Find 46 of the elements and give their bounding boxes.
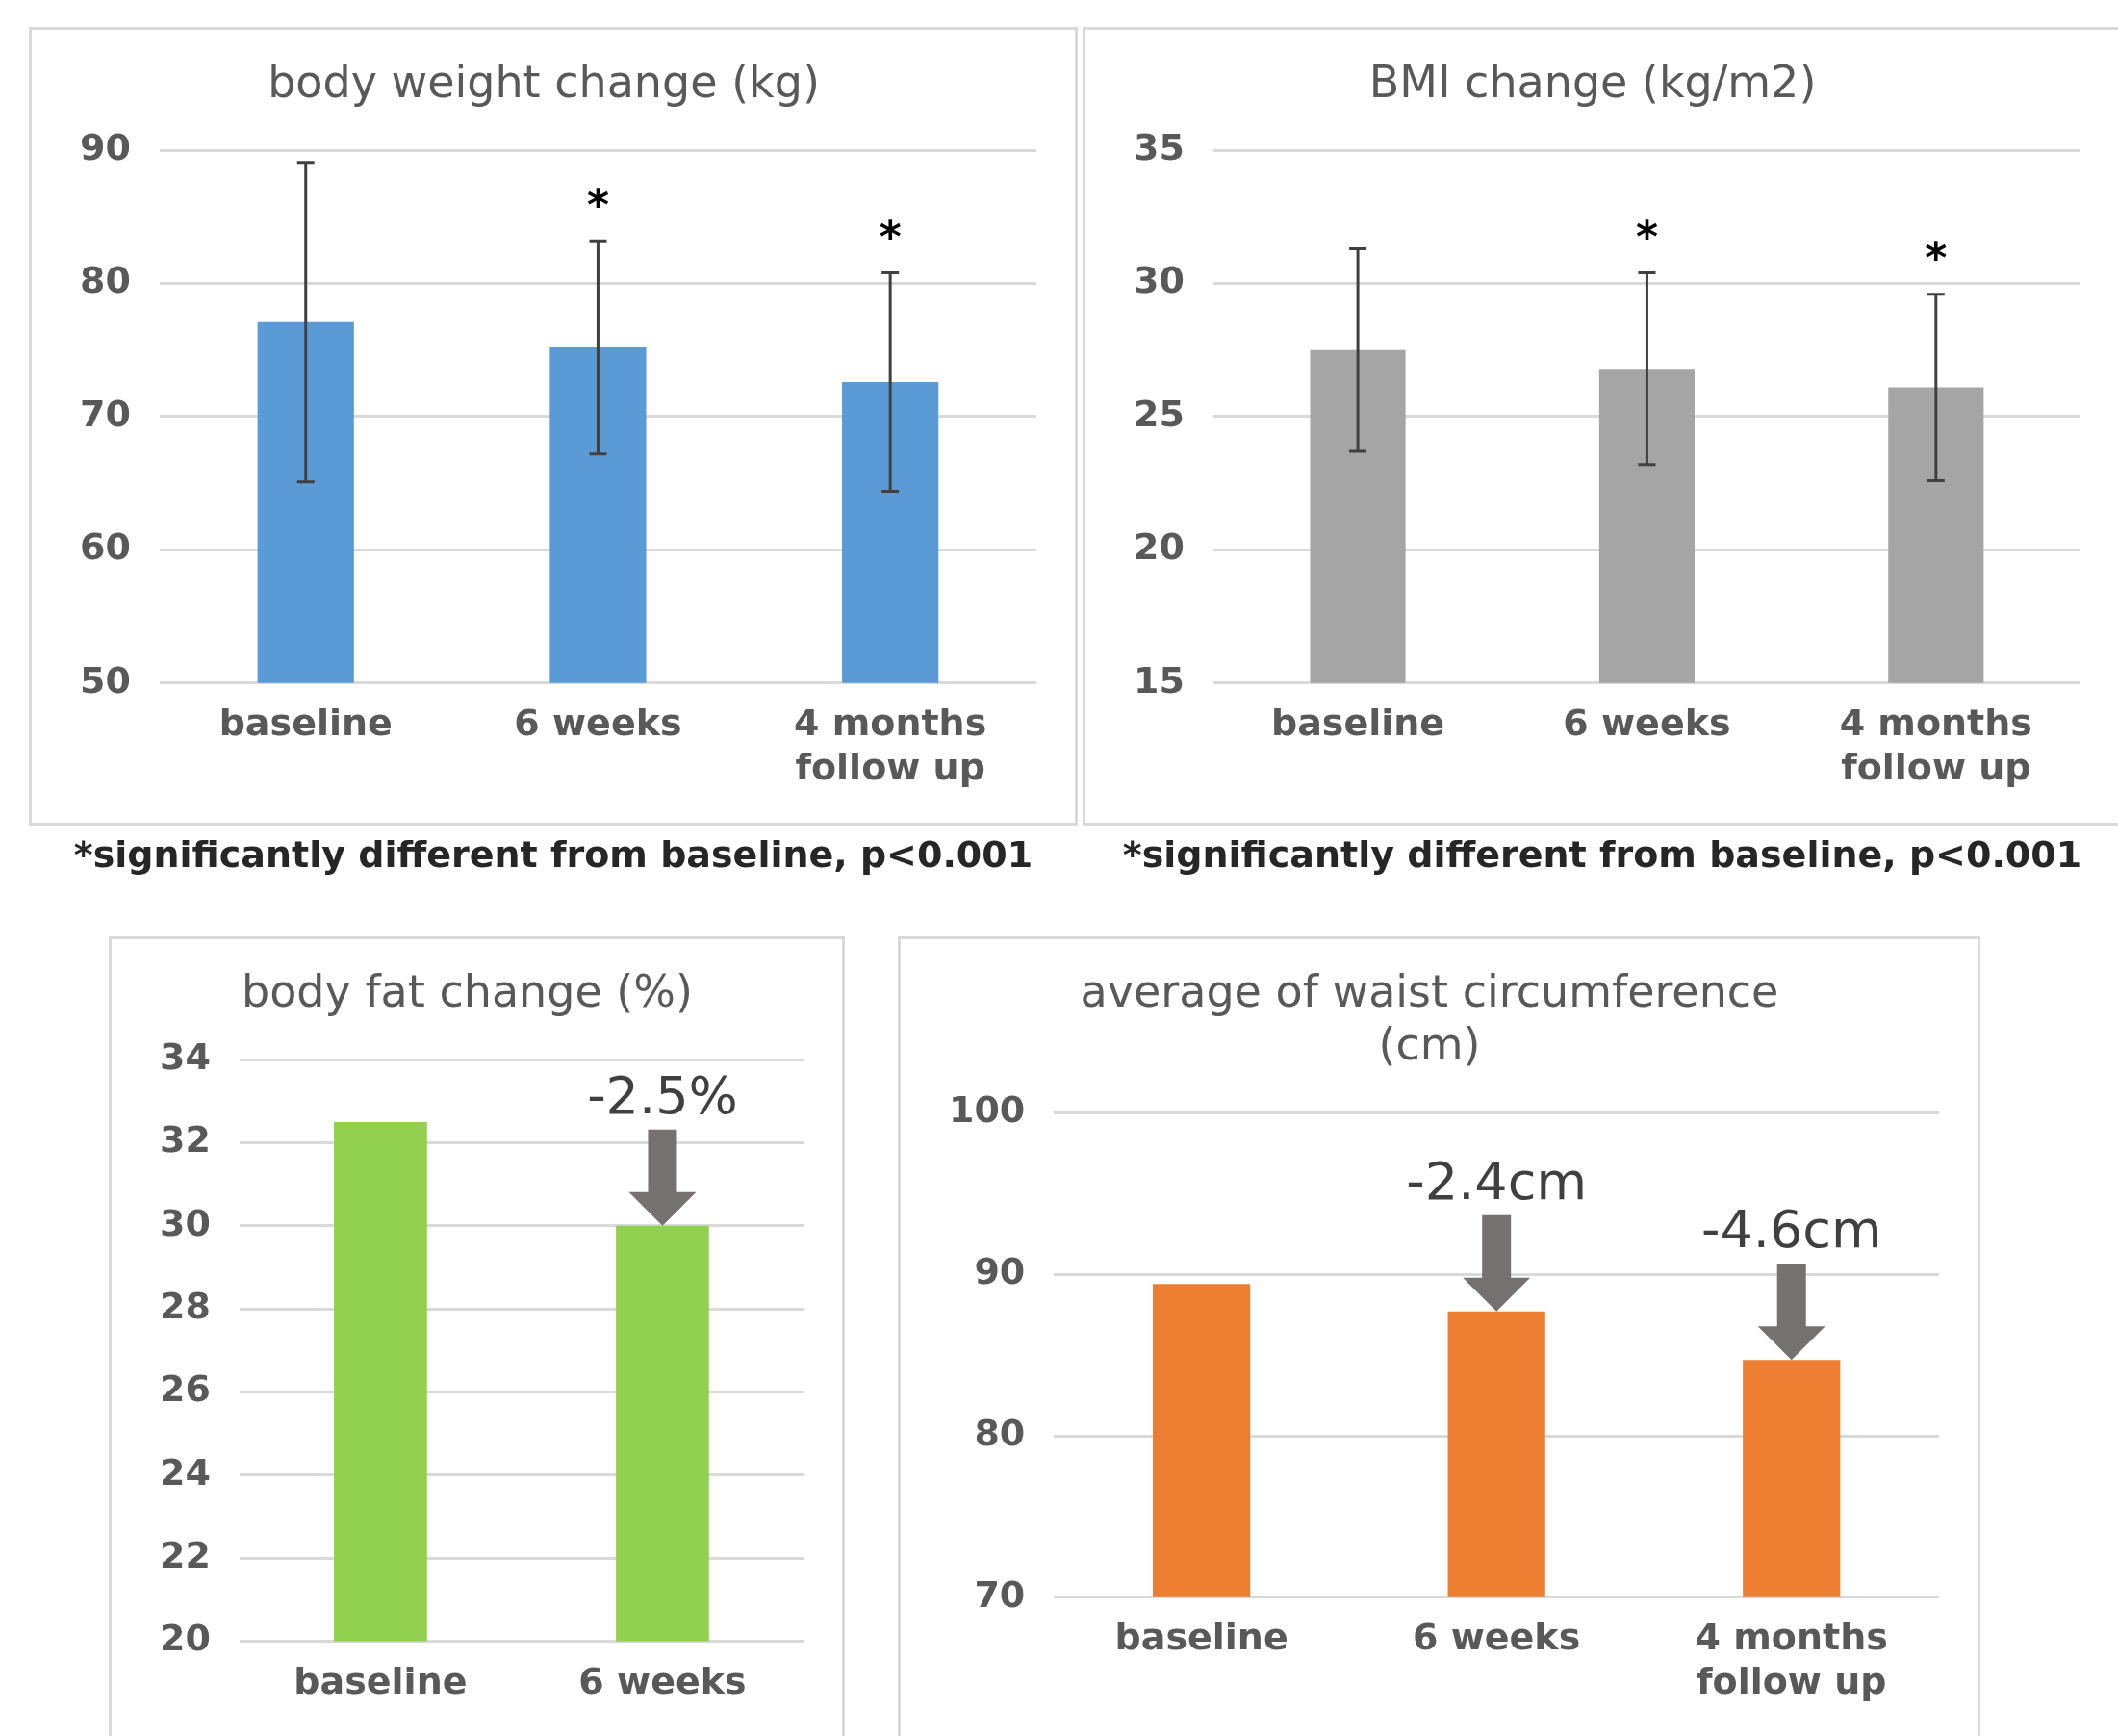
chart-title: average of waist circumference (cm) (1080, 964, 1779, 1070)
x-tick-label: 4 months follow up (794, 702, 987, 789)
y-tick-label: 32 (159, 1118, 211, 1162)
x-tick-label: 4 months follow up (1695, 1616, 1888, 1703)
y-tick-label: 22 (159, 1533, 211, 1576)
chart-title: body fat change (%) (242, 964, 693, 1017)
y-tick-label: 20 (1133, 525, 1185, 569)
x-tick-label: 4 months follow up (1839, 702, 2032, 789)
y-tick-label: 90 (79, 126, 131, 169)
x-tick-label: 6 weeks (1563, 702, 1731, 745)
y-tick-label: 50 (79, 658, 131, 702)
y-tick-label: 25 (1133, 392, 1185, 435)
y-tick-label: 70 (974, 1572, 1026, 1616)
x-tick-label: 6 weeks (578, 1660, 747, 1703)
annotation: * (1635, 211, 1658, 261)
y-tick-label: 90 (974, 1250, 1026, 1293)
y-tick-label: 15 (1133, 658, 1185, 702)
y-tick-label: 30 (1133, 259, 1185, 302)
y-tick-label: 28 (159, 1285, 211, 1328)
chart-title: body weight change (kg) (268, 55, 820, 108)
y-tick-label: 30 (159, 1201, 211, 1244)
y-tick-label: 80 (79, 259, 131, 302)
x-tick-label: baseline (1114, 1616, 1289, 1659)
annotation: -2.5% (587, 1064, 738, 1126)
y-tick-label: 80 (974, 1411, 1026, 1454)
annotation: -2.4cm (1406, 1150, 1587, 1212)
x-tick-label: baseline (218, 702, 393, 745)
y-tick-label: 60 (79, 525, 131, 569)
y-tick-label: 20 (159, 1617, 211, 1660)
text: *significantly different from baseline, p<0.001 (1121, 833, 2083, 876)
x-tick-label: baseline (1271, 702, 1445, 745)
annotation: * (1925, 233, 1948, 283)
y-tick-label: 24 (159, 1450, 211, 1493)
y-tick-label: 26 (159, 1367, 211, 1411)
y-tick-label: 100 (948, 1088, 1026, 1132)
y-tick-label: 34 (159, 1035, 211, 1079)
chart-title: BMI change (kg/m2) (1368, 55, 1817, 108)
annotation: * (586, 179, 609, 229)
text: *significantly different from baseline, p<0.001 (72, 833, 1034, 876)
x-tick-label: 6 weeks (1413, 1616, 1581, 1659)
y-tick-label: 35 (1133, 126, 1185, 169)
y-tick-label: 70 (79, 392, 131, 435)
annotation: -4.6cm (1700, 1199, 1882, 1261)
x-tick-label: 6 weeks (514, 702, 682, 745)
x-tick-label: baseline (293, 1660, 468, 1703)
annotation: * (879, 211, 902, 261)
